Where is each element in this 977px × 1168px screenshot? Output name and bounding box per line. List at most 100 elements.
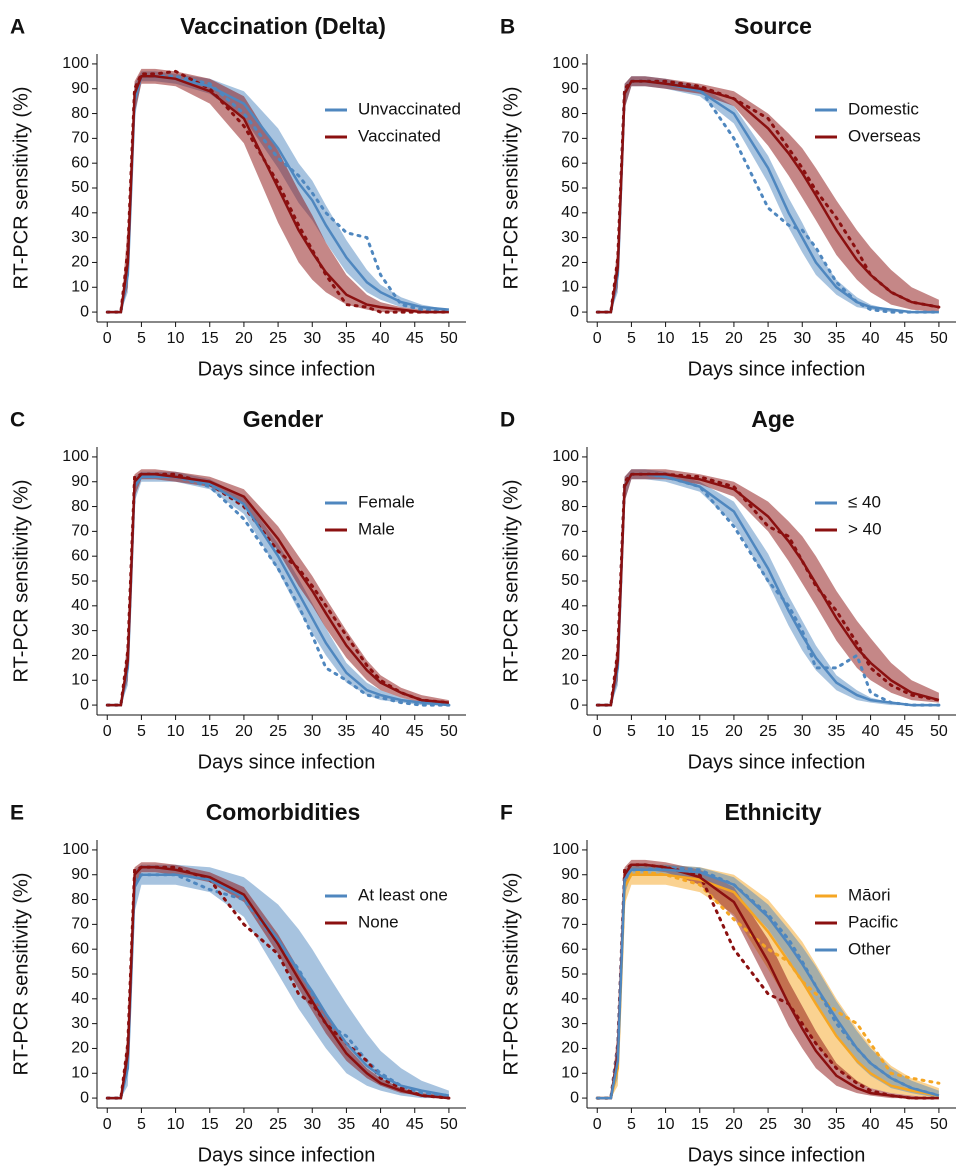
x-tick-label: 50 [930, 1116, 948, 1133]
fitted-line [597, 80, 940, 314]
legend-label: Pacific [848, 912, 899, 931]
y-tick-label: 50 [71, 179, 89, 196]
y-axis-label: RT-PCR sensitivity (%) [500, 873, 522, 1076]
y-tick-label: 100 [62, 841, 89, 858]
x-tick-label: 50 [440, 330, 458, 347]
x-tick-label: 20 [235, 330, 253, 347]
y-tick-label: 30 [71, 1015, 89, 1032]
y-tick-label: 70 [561, 130, 579, 147]
x-tick-label: 45 [406, 330, 424, 347]
legend-label: Overseas [848, 126, 921, 145]
x-axis-label: Days since infection [198, 358, 376, 380]
y-tick-label: 80 [561, 498, 579, 515]
observed-line [595, 863, 941, 1100]
y-tick-label: 100 [552, 841, 579, 858]
observed-line [595, 79, 941, 314]
observed-line [105, 74, 451, 314]
x-tick-label: 15 [691, 1116, 709, 1133]
panel-label: C [10, 409, 25, 432]
fitted-line [107, 473, 450, 707]
y-tick-label: 30 [561, 1015, 579, 1032]
x-tick-label: 15 [691, 723, 709, 740]
y-tick-label: 80 [71, 105, 89, 122]
y-tick-label: 20 [71, 254, 89, 271]
y-tick-label: 90 [71, 473, 89, 490]
x-tick-label: 15 [201, 1116, 219, 1133]
x-tick-label: 20 [725, 1116, 743, 1133]
y-tick-label: 90 [561, 473, 579, 490]
y-tick-label: 100 [62, 55, 89, 72]
x-tick-label: 15 [201, 330, 219, 347]
x-tick-label: 40 [372, 723, 390, 740]
legend-label: Female [358, 492, 415, 511]
y-tick-label: 60 [71, 154, 89, 171]
panel: C Gender RT-PCR sensitivity (%) Days since … [10, 406, 466, 773]
x-tick-label: 0 [593, 723, 602, 740]
x-tick-label: 30 [793, 1116, 811, 1133]
y-tick-label: 80 [71, 891, 89, 908]
x-tick-label: 5 [137, 330, 146, 347]
x-tick-label: 10 [167, 1116, 185, 1133]
x-tick-label: 25 [269, 723, 287, 740]
y-tick-label: 10 [71, 278, 89, 295]
x-tick-label: 45 [406, 1116, 424, 1133]
y-tick-label: 60 [561, 154, 579, 171]
x-tick-label: 15 [691, 330, 709, 347]
x-tick-label: 40 [372, 330, 390, 347]
y-tick-label: 60 [561, 940, 579, 957]
y-tick-label: 0 [80, 303, 89, 320]
panel: F Ethnicity RT-PCR sensitivity (%) Days sin… [500, 799, 956, 1166]
x-tick-label: 35 [338, 723, 356, 740]
x-tick-label: 25 [759, 330, 777, 347]
y-tick-label: 40 [71, 990, 89, 1007]
x-tick-label: 45 [896, 1116, 914, 1133]
x-axis-label: Days since infection [688, 1144, 866, 1166]
x-tick-label: 5 [137, 723, 146, 740]
y-tick-label: 70 [561, 916, 579, 933]
y-tick-label: 50 [71, 965, 89, 982]
x-tick-label: 50 [440, 723, 458, 740]
legend-label: Māori [848, 885, 891, 904]
y-tick-label: 10 [71, 671, 89, 688]
x-tick-label: 25 [269, 330, 287, 347]
x-tick-label: 45 [896, 330, 914, 347]
x-tick-label: 50 [930, 723, 948, 740]
fitted-line [597, 868, 940, 1100]
y-tick-label: 0 [80, 696, 89, 713]
panel-label: B [500, 16, 515, 39]
y-tick-label: 10 [71, 1064, 89, 1081]
x-axis-label: Days since infection [688, 358, 866, 380]
y-tick-label: 30 [561, 229, 579, 246]
y-tick-label: 70 [71, 916, 89, 933]
x-tick-label: 0 [103, 723, 112, 740]
y-axis-label: RT-PCR sensitivity (%) [10, 480, 32, 683]
x-tick-label: 50 [440, 1116, 458, 1133]
panel: D Age RT-PCR sensitivity (%) Days since inf… [500, 406, 956, 773]
fitted-line [597, 863, 939, 1100]
y-axis-label: RT-PCR sensitivity (%) [500, 480, 522, 683]
y-tick-label: 50 [561, 965, 579, 982]
y-tick-label: 80 [561, 891, 579, 908]
y-tick-label: 20 [561, 647, 579, 664]
confidence-band [597, 469, 939, 706]
y-tick-label: 90 [71, 80, 89, 97]
x-tick-label: 10 [167, 330, 185, 347]
y-tick-label: 30 [71, 622, 89, 639]
fitted-line [107, 75, 449, 314]
x-tick-label: 0 [593, 1116, 602, 1133]
x-tick-label: 20 [235, 1116, 253, 1133]
y-tick-label: 100 [552, 55, 579, 72]
legend-label: None [358, 912, 399, 931]
y-tick-label: 80 [561, 105, 579, 122]
confidence-band [597, 864, 939, 1099]
y-tick-label: 0 [570, 696, 579, 713]
legend-label: ≤ 40 [848, 492, 881, 511]
x-tick-label: 45 [896, 723, 914, 740]
x-tick-label: 20 [725, 723, 743, 740]
x-tick-label: 35 [338, 330, 356, 347]
x-tick-label: 20 [235, 723, 253, 740]
observed-line [105, 865, 451, 1100]
y-tick-label: 70 [71, 130, 89, 147]
y-tick-label: 100 [552, 448, 579, 465]
x-tick-label: 40 [862, 723, 880, 740]
